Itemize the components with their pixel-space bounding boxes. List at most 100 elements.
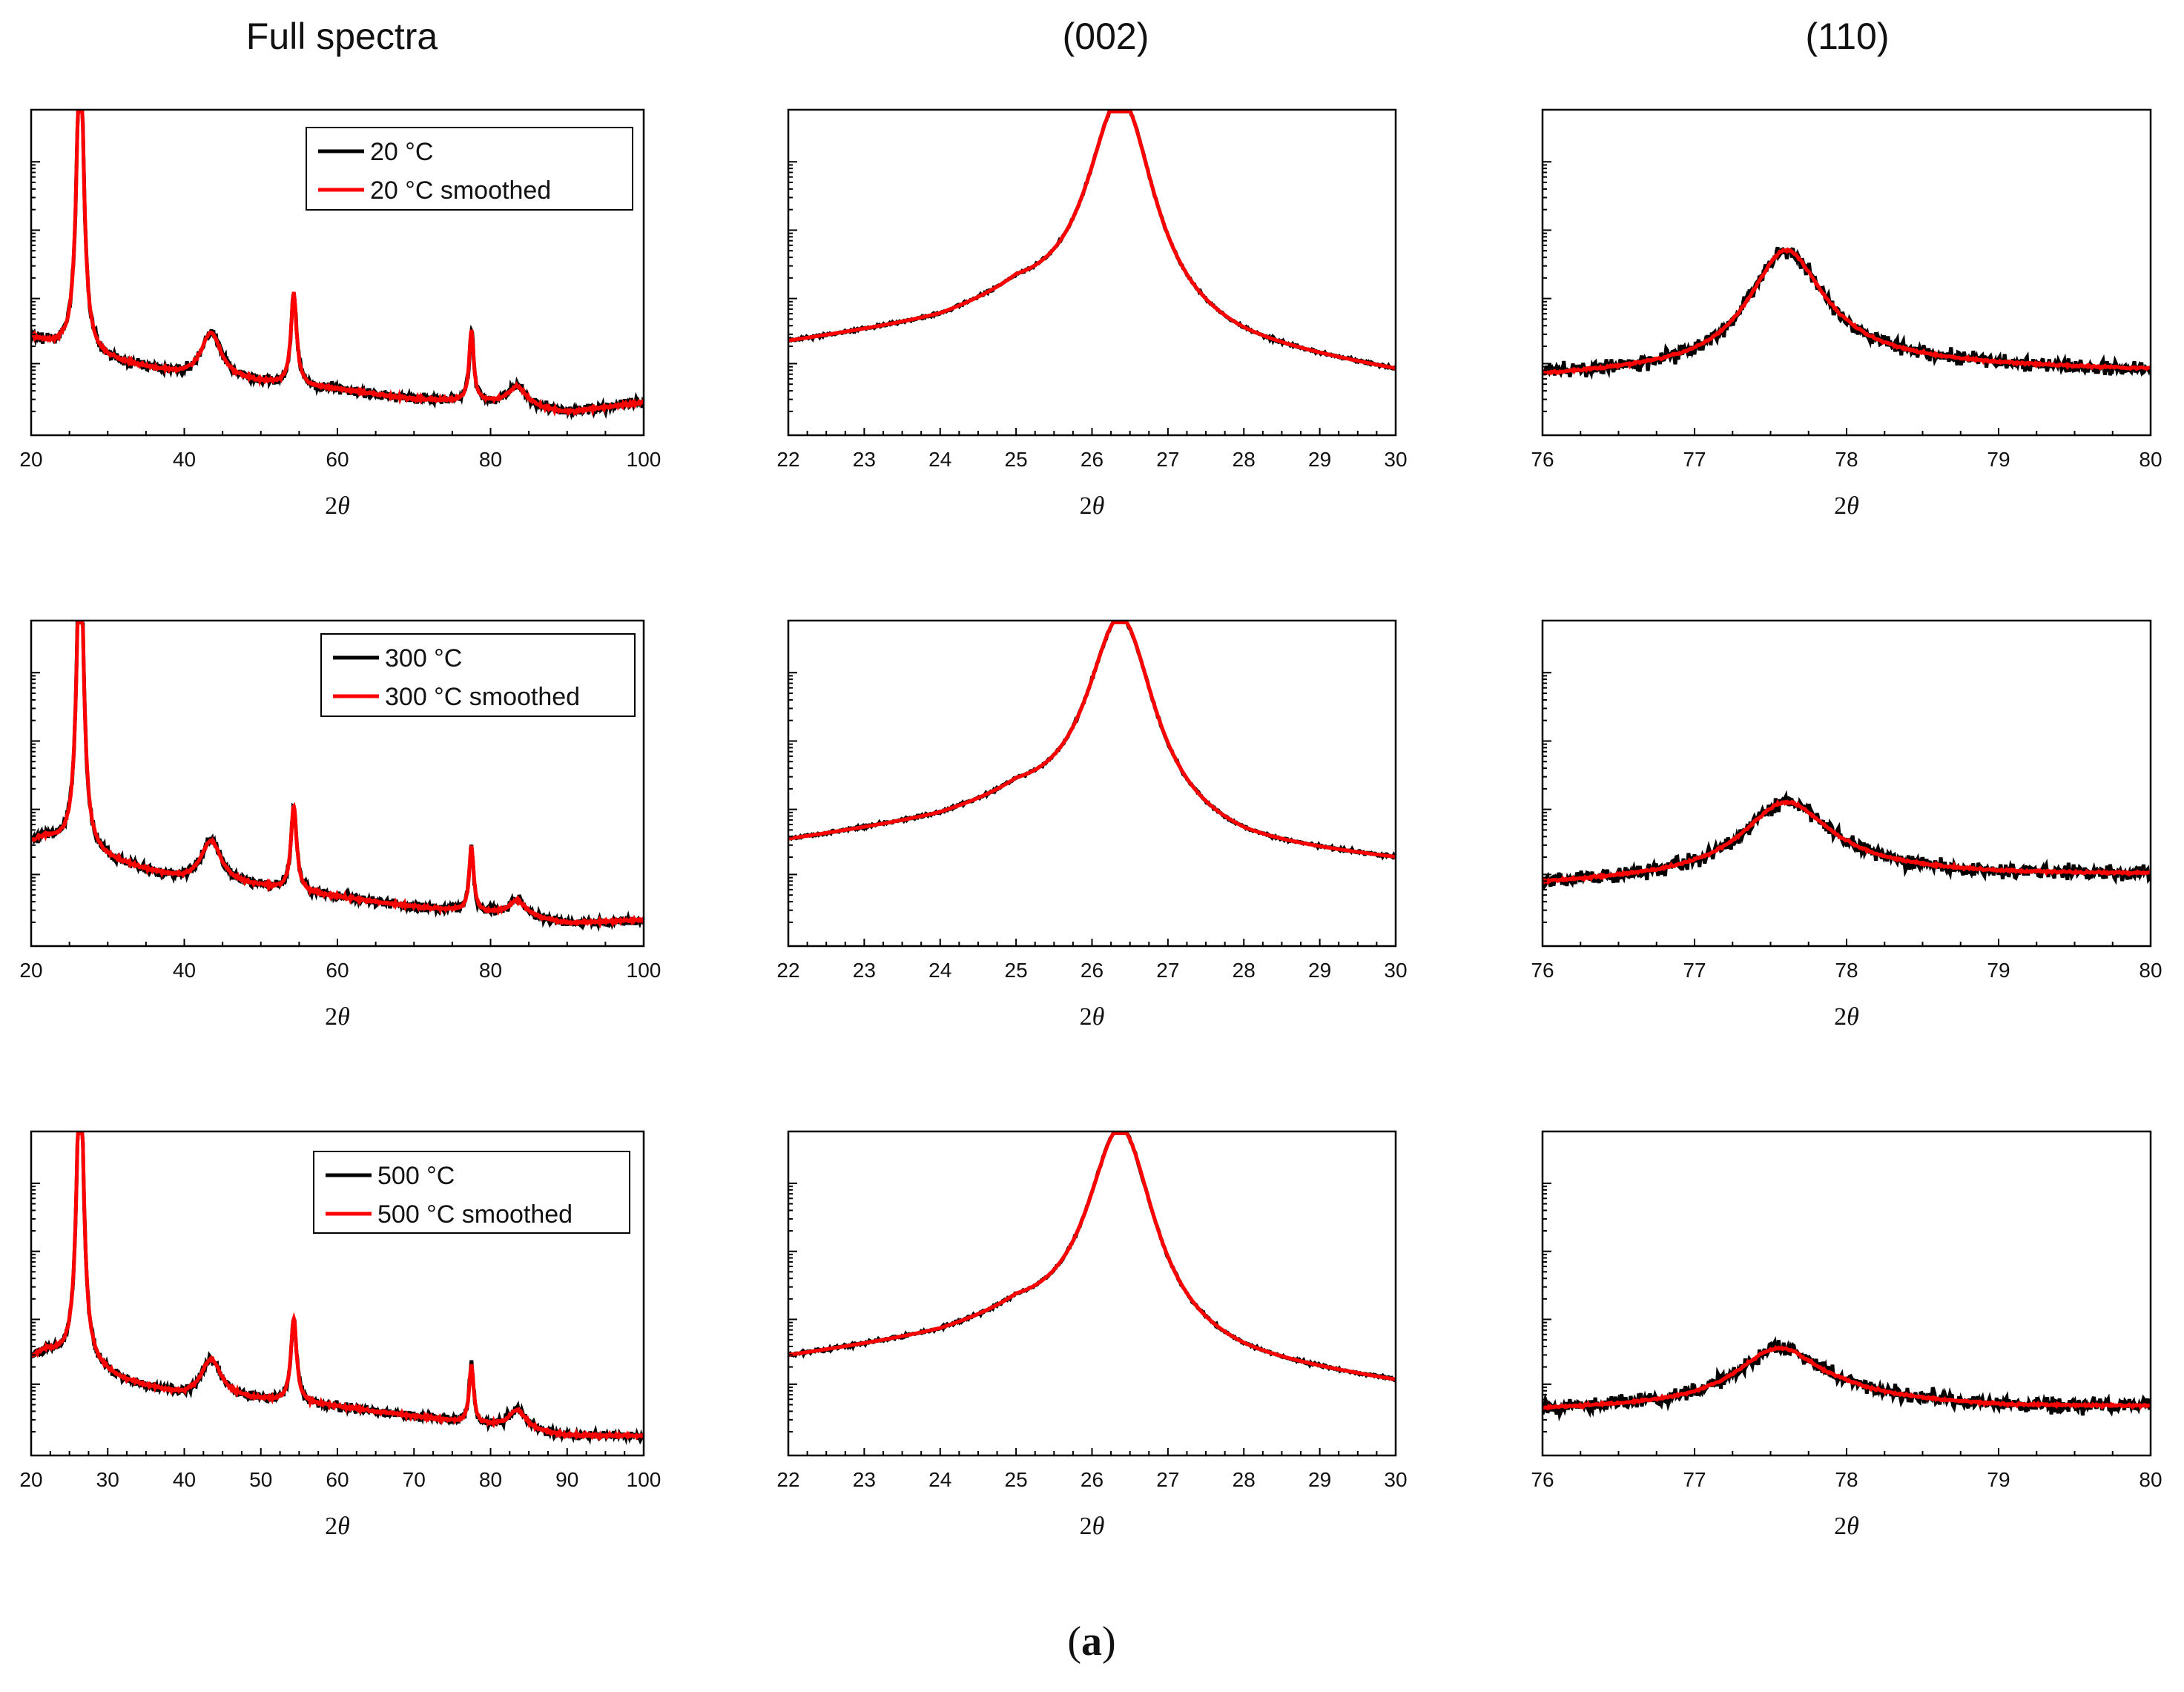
x-axis-label-two: 2 bbox=[1080, 1513, 1092, 1540]
x-axis-label-theta: θ bbox=[337, 1513, 350, 1540]
x-tick-label: 76 bbox=[1531, 959, 1554, 982]
series-line-smoothed bbox=[788, 110, 1396, 371]
caption-close-paren: ) bbox=[1102, 1619, 1116, 1665]
chart-panel-p110-500: 76 77 78 79 80 2θ bbox=[1531, 1130, 2162, 1540]
x-tick-label: 79 bbox=[1987, 1468, 2010, 1491]
chart-panel-p002-20: 22 23 24 25 26 27 28 29 30 2θ bbox=[776, 108, 1408, 520]
x-axis-label-theta: θ bbox=[337, 1003, 350, 1031]
plot-frame bbox=[787, 1130, 1397, 1457]
x-tick-label: 22 bbox=[776, 959, 799, 982]
x-axis-label-theta: θ bbox=[1847, 1513, 1859, 1540]
x-axis-label-theta: θ bbox=[1847, 492, 1859, 520]
chart-panel-full-20: 20 40 60 80 100 2θ 20 °C 20 °C smoothed bbox=[19, 108, 662, 520]
x-tick-label: 22 bbox=[776, 1468, 799, 1491]
x-axis-label-two: 2 bbox=[1834, 492, 1847, 520]
x-tick-label: 80 bbox=[2139, 959, 2162, 982]
x-tick-label: 20 bbox=[19, 1468, 42, 1491]
x-tick-label: 25 bbox=[1005, 1468, 1028, 1491]
x-tick-label: 24 bbox=[928, 1468, 951, 1491]
x-tick-label: 90 bbox=[555, 1468, 578, 1491]
series-line-raw bbox=[1543, 246, 2151, 380]
plot-frame bbox=[1541, 108, 2152, 437]
column-title-002: (002) bbox=[1063, 16, 1149, 57]
x-tick-label: 100 bbox=[627, 1468, 662, 1491]
series-line-smoothed bbox=[1543, 247, 2151, 376]
legend-label: 500 °C bbox=[377, 1162, 455, 1190]
x-tick-label: 80 bbox=[2139, 448, 2162, 471]
series-line-smoothed bbox=[1543, 1344, 2151, 1411]
x-tick-label: 100 bbox=[627, 448, 662, 471]
chart-panel-p002-500: 22 23 24 25 26 27 28 29 30 2θ bbox=[776, 1130, 1408, 1540]
x-tick-label: 50 bbox=[249, 1468, 272, 1491]
x-tick-label: 100 bbox=[627, 959, 662, 982]
x-axis-label: 2θ bbox=[1834, 1513, 1859, 1540]
x-tick-label: 23 bbox=[853, 1468, 876, 1491]
column-title-full-spectra: Full spectra bbox=[246, 16, 438, 57]
x-tick-label: 77 bbox=[1683, 1468, 1706, 1491]
x-tick-label: 28 bbox=[1233, 1468, 1256, 1491]
x-tick-label: 76 bbox=[1531, 448, 1554, 471]
x-axis-label-theta: θ bbox=[337, 492, 350, 520]
x-tick-label: 78 bbox=[1835, 448, 1858, 471]
x-axis-label: 2θ bbox=[1834, 1003, 1859, 1031]
x-tick-label: 23 bbox=[853, 448, 876, 471]
legend-label: 300 °C smoothed bbox=[385, 683, 580, 711]
x-tick-label: 20 bbox=[19, 448, 42, 471]
legend: 20 °C 20 °C smoothed bbox=[306, 127, 633, 211]
plot-frame bbox=[787, 619, 1397, 948]
x-axis-label-two: 2 bbox=[1834, 1513, 1847, 1540]
x-tick-label: 60 bbox=[326, 959, 349, 982]
x-axis-label: 2θ bbox=[325, 492, 350, 520]
legend-box bbox=[306, 127, 633, 211]
column-title-110: (110) bbox=[1805, 16, 1889, 57]
series-line-smoothed bbox=[31, 621, 644, 929]
x-axis-label: 2θ bbox=[325, 1513, 350, 1540]
x-axis-label-theta: θ bbox=[1092, 1003, 1105, 1031]
x-axis-label-two: 2 bbox=[1080, 492, 1092, 520]
x-tick-label: 27 bbox=[1156, 959, 1179, 982]
x-tick-label: 24 bbox=[928, 959, 951, 982]
series-line-raw bbox=[788, 621, 1396, 861]
chart-panel-full-500: 20 30 40 50 60 70 80 90 100 2θ 500 °C 500 °C smooth… bbox=[19, 1130, 662, 1540]
x-tick-label: 30 bbox=[1384, 448, 1407, 471]
x-tick-label: 60 bbox=[326, 448, 349, 471]
x-tick-label: 26 bbox=[1081, 1468, 1103, 1491]
chart-panel-p110-20: 76 77 78 79 80 2θ bbox=[1531, 108, 2162, 520]
x-axis-label: 2θ bbox=[1080, 492, 1105, 520]
x-tick-label: 80 bbox=[479, 1468, 502, 1491]
x-tick-label: 80 bbox=[2139, 1468, 2162, 1491]
x-tick-label: 26 bbox=[1081, 959, 1103, 982]
x-tick-label: 28 bbox=[1233, 959, 1256, 982]
legend: 500 °C 500 °C smoothed bbox=[313, 1151, 630, 1234]
x-axis-label-two: 2 bbox=[325, 492, 337, 520]
chart-panel-full-300: 20 40 60 80 100 2θ 300 °C 300 °C smoothed bbox=[19, 619, 662, 1031]
x-tick-label: 78 bbox=[1835, 959, 1858, 982]
x-tick-label: 70 bbox=[403, 1468, 426, 1491]
x-tick-label: 24 bbox=[928, 448, 951, 471]
caption-letter: a bbox=[1081, 1619, 1102, 1665]
chart-panel-p110-300: 76 77 78 79 80 2θ bbox=[1531, 619, 2162, 1031]
legend-label: 20 °C smoothed bbox=[370, 176, 551, 205]
legend-label: 300 °C bbox=[385, 644, 462, 672]
series-line-raw bbox=[788, 1131, 1396, 1383]
x-tick-label: 23 bbox=[853, 959, 876, 982]
x-tick-label: 30 bbox=[1384, 959, 1407, 982]
x-tick-label: 25 bbox=[1005, 959, 1028, 982]
x-tick-label: 29 bbox=[1308, 959, 1331, 982]
x-tick-label: 40 bbox=[173, 959, 196, 982]
x-tick-label: 27 bbox=[1156, 1468, 1179, 1491]
x-axis-label-two: 2 bbox=[325, 1513, 337, 1540]
x-tick-label: 78 bbox=[1835, 1468, 1858, 1491]
plot-frame bbox=[787, 108, 1397, 437]
x-tick-label: 30 bbox=[1384, 1468, 1407, 1491]
x-tick-label: 30 bbox=[96, 1468, 119, 1491]
series-line-smoothed bbox=[31, 110, 644, 417]
x-axis-label-theta: θ bbox=[1847, 1003, 1859, 1031]
legend-label: 20 °C bbox=[370, 138, 433, 166]
x-tick-label: 22 bbox=[776, 448, 799, 471]
x-tick-label: 27 bbox=[1156, 448, 1179, 471]
x-tick-label: 79 bbox=[1987, 959, 2010, 982]
series-line-raw bbox=[788, 110, 1396, 371]
